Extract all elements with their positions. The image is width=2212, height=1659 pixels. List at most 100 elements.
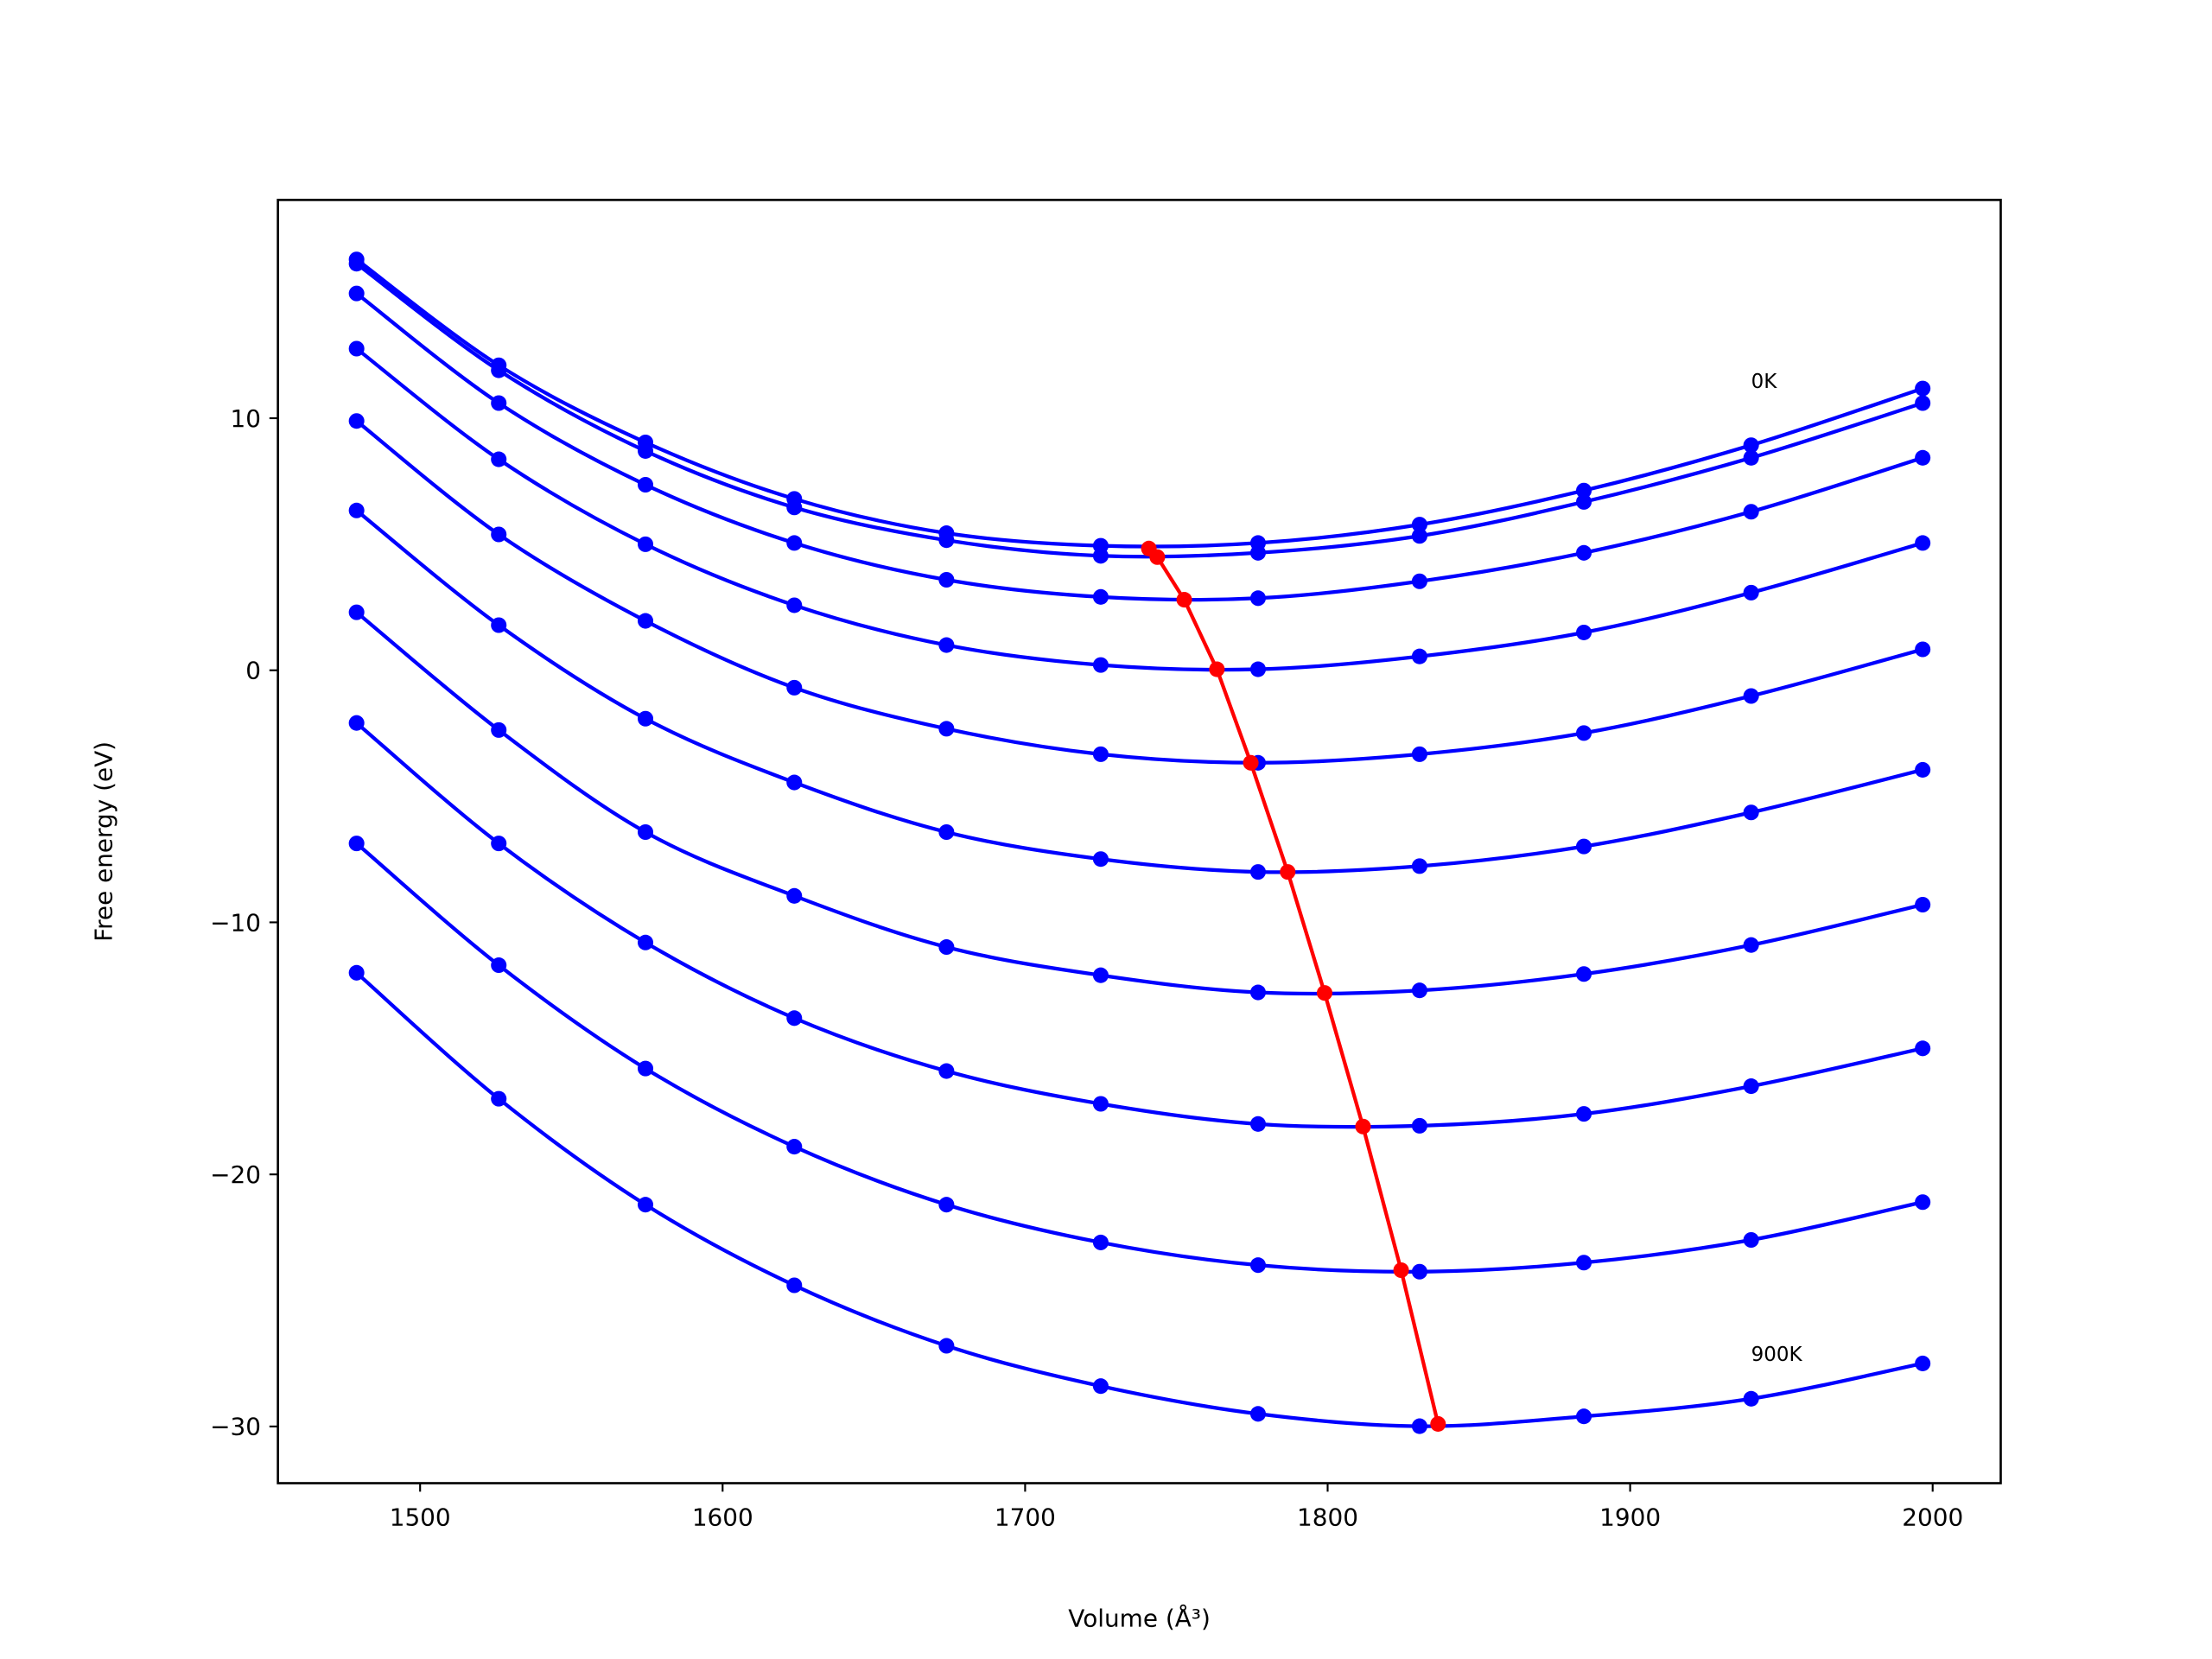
curve-point-5-0 <box>348 502 365 518</box>
curve-point-3-6 <box>1249 661 1267 677</box>
y-tick-label-2: −10 <box>210 908 261 937</box>
curve-point-9-8 <box>1576 1408 1592 1425</box>
curve-point-6-3 <box>786 887 803 904</box>
curve-point-3-5 <box>1092 657 1109 673</box>
curve-point-4-2 <box>637 613 654 629</box>
curve-point-5-2 <box>637 710 654 727</box>
curve-point-5-5 <box>1092 851 1109 868</box>
curve-point-6-6 <box>1249 984 1267 1001</box>
curve-point-1-5 <box>1092 548 1109 564</box>
curve-point-0-8 <box>1576 482 1592 499</box>
curve-point-1-0 <box>348 256 365 272</box>
curve-point-4-10 <box>1915 641 1931 658</box>
curve-point-8-6 <box>1249 1257 1267 1274</box>
curve-point-2-8 <box>1576 544 1592 561</box>
curve-point-3-8 <box>1576 624 1592 640</box>
curve-point-7-8 <box>1576 1106 1592 1122</box>
curve-point-1-3 <box>786 499 803 516</box>
curve-point-2-5 <box>1092 588 1109 605</box>
curve-point-1-6 <box>1249 544 1267 561</box>
curve-point-6-1 <box>491 721 507 738</box>
y-tick-label-0: 10 <box>230 404 260 433</box>
curve-point-2-0 <box>348 285 365 302</box>
curve-point-8-0 <box>348 836 365 852</box>
curve-point-4-1 <box>491 526 507 543</box>
x-tick-label-0: 1500 <box>390 1503 451 1532</box>
y-tick-label-1: 0 <box>245 657 261 685</box>
curve-point-7-5 <box>1092 1096 1109 1112</box>
curve-point-2-3 <box>786 535 803 551</box>
curve-point-1-9 <box>1743 449 1759 466</box>
curve-point-6-8 <box>1576 966 1592 982</box>
curve-point-1-1 <box>491 362 507 378</box>
curve-point-2-2 <box>637 476 654 493</box>
curve-point-5-8 <box>1576 838 1592 855</box>
curve-point-7-10 <box>1915 1040 1931 1057</box>
curve-point-9-6 <box>1249 1406 1267 1422</box>
curve-point-7-4 <box>938 1063 955 1079</box>
curve-point-9-7 <box>1411 1418 1427 1434</box>
curve-point-4-7 <box>1411 746 1427 762</box>
curve-point-8-10 <box>1915 1194 1931 1211</box>
y-axis-label: Free energy (eV) <box>90 741 118 942</box>
curve-point-4-4 <box>938 721 955 737</box>
curve-point-8-5 <box>1092 1234 1109 1250</box>
curve-point-3-9 <box>1743 584 1759 601</box>
ticks: 1500 1600 1700 1800 1900 2000 10 0 −10 −20 −30 <box>210 404 1963 1532</box>
minimum-point-2 <box>1176 592 1192 608</box>
curve-point-3-2 <box>637 536 654 552</box>
curve-point-2-6 <box>1249 590 1267 607</box>
curve-point-3-10 <box>1915 535 1931 551</box>
curve-point-5-9 <box>1743 804 1759 821</box>
x-axis-label: Volume (Å³) <box>1068 1603 1211 1632</box>
x-tick-label-4: 1900 <box>1599 1503 1661 1532</box>
minimum-point-8 <box>1393 1262 1409 1279</box>
curve-point-4-3 <box>786 679 803 696</box>
curve-point-9-9 <box>1743 1390 1759 1407</box>
curve-point-8-3 <box>786 1139 803 1155</box>
minima-line <box>1147 547 1440 1425</box>
curve-point-7-3 <box>786 1010 803 1027</box>
curve-point-4-5 <box>1092 746 1109 762</box>
curve-point-7-9 <box>1743 1078 1759 1095</box>
curve-point-3-0 <box>348 340 365 357</box>
minimum-point-3 <box>1209 661 1225 677</box>
plot-frame <box>276 199 2002 1484</box>
curve-point-9-1 <box>491 1090 507 1107</box>
curve-point-2-7 <box>1411 573 1427 589</box>
x-tick-label-5: 2000 <box>1902 1503 1963 1532</box>
curve-point-6-2 <box>637 823 654 841</box>
curve-point-5-3 <box>786 774 803 791</box>
curve-point-1-7 <box>1411 528 1427 544</box>
curve-point-1-8 <box>1576 493 1592 510</box>
curve-point-6-5 <box>1092 967 1109 983</box>
annotation-1: 900K <box>1751 1344 1803 1366</box>
minimum-point-4 <box>1243 754 1259 771</box>
curve-point-1-2 <box>637 442 654 459</box>
x-tick-label-2: 1700 <box>995 1503 1056 1532</box>
curve-point-6-7 <box>1411 982 1427 999</box>
curve-point-2-4 <box>938 571 955 588</box>
minimum-point-6 <box>1316 985 1333 1001</box>
curve-point-6-10 <box>1915 896 1931 913</box>
curve-point-7-0 <box>348 715 365 731</box>
curve-point-0-10 <box>1915 380 1931 397</box>
curve-point-3-7 <box>1411 648 1427 664</box>
annotation-0: 0K <box>1751 371 1778 393</box>
curve-point-2-9 <box>1743 504 1759 520</box>
curve-point-9-0 <box>348 964 365 981</box>
curve-point-9-10 <box>1915 1355 1931 1371</box>
minimum-point-7 <box>1355 1118 1371 1135</box>
curve-point-6-9 <box>1743 937 1759 953</box>
curve-point-1-4 <box>938 532 955 549</box>
curve-point-1-10 <box>1915 395 1931 411</box>
curve-point-3-4 <box>938 637 955 653</box>
curve-point-7-2 <box>637 934 654 950</box>
x-tick-label-1: 1600 <box>692 1503 753 1532</box>
y-tick-label-3: −20 <box>210 1160 261 1189</box>
curve-point-8-4 <box>938 1197 955 1213</box>
curve-point-2-10 <box>1915 449 1931 466</box>
curve-point-3-1 <box>491 451 507 467</box>
curve-point-8-7 <box>1411 1263 1427 1280</box>
curve-point-5-7 <box>1411 858 1427 874</box>
